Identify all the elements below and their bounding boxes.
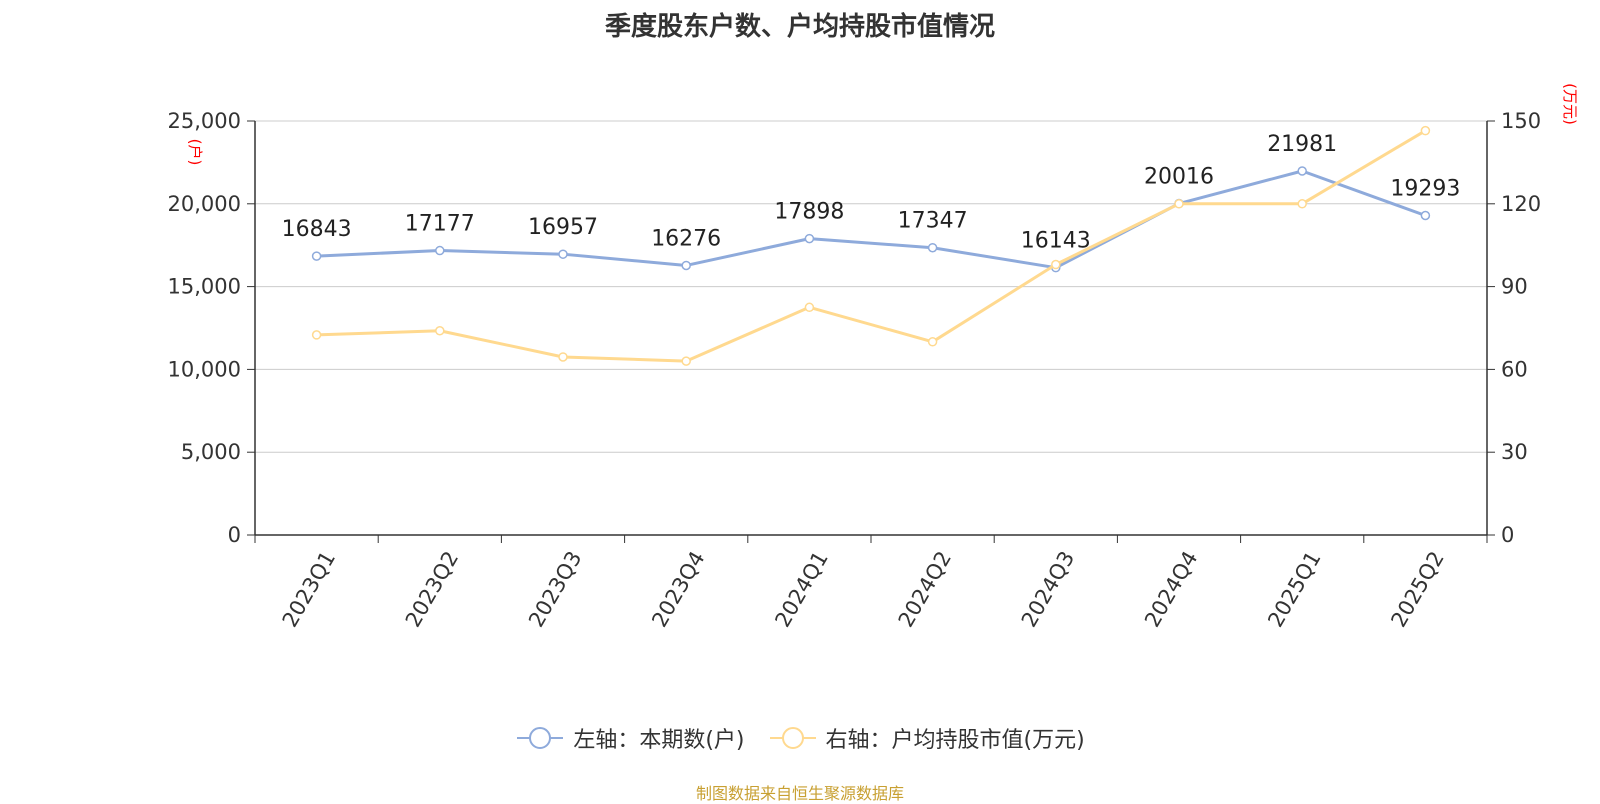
data-point [927, 242, 938, 253]
x-tick-label: 2025Q1 [1263, 547, 1325, 631]
data-label: 17347 [898, 209, 968, 234]
x-tick-label: 2024Q4 [1140, 547, 1202, 631]
axes: 0 0 5,000 30 10,000 60 15,000 90 20,000 120 25,000… [168, 109, 1542, 631]
legend-label: 右轴：户均持股市值(万元) [825, 728, 1085, 753]
left-axis-unit: (户) [186, 139, 204, 166]
data-point [927, 337, 938, 347]
data-point [1174, 199, 1184, 209]
legend-marker-icon [517, 727, 564, 749]
data-point [1051, 259, 1061, 270]
data-label: 16143 [1021, 229, 1091, 254]
x-tick-label: 2023Q4 [647, 547, 709, 631]
x-tick-label: 2023Q3 [524, 547, 586, 631]
left-tick-label: 10,000 [168, 357, 241, 381]
data-point [804, 233, 815, 244]
data-point [311, 251, 322, 261]
legend: 左轴：本期数(户) 右轴：户均持股市值(万元) [0, 722, 1600, 756]
right-tick-label: 30 [1501, 440, 1528, 464]
data-point [1297, 199, 1307, 209]
grid-lines [255, 120, 1487, 453]
x-tick-label: 2025Q2 [1386, 547, 1448, 631]
data-label: 20016 [1144, 165, 1214, 190]
right-tick-label: 150 [1501, 109, 1541, 133]
data-label: 19293 [1390, 177, 1460, 202]
data-point [435, 326, 445, 336]
data-point [1297, 166, 1307, 176]
x-tick-label: 2024Q3 [1017, 547, 1079, 631]
legend-item-households[interactable]: 左轴：本期数(户) [515, 722, 745, 754]
series-line-1 [316, 169, 1426, 270]
data-point [804, 302, 815, 313]
legend-label: 左轴：本期数(户) [573, 728, 745, 753]
left-tick-label: 0 [228, 523, 241, 547]
right-axis-unit: (万元) [1561, 83, 1579, 125]
x-tick-label: 2024Q1 [770, 547, 832, 631]
chart-title: 季度股东户数、户均持股市值情况 [604, 12, 995, 42]
left-tick-label: 15,000 [168, 275, 241, 299]
left-tick-label: 20,000 [168, 192, 241, 216]
right-tick-label: 90 [1501, 275, 1528, 299]
left-tick-label: 25,000 [168, 109, 241, 133]
legend-item-market-value[interactable]: 右轴：户均持股市值(万元) [768, 722, 1085, 754]
data-label: 16276 [651, 226, 721, 251]
x-tick-label: 2024Q2 [894, 547, 956, 631]
data-source: 制图数据来自恒生聚源数据库 [695, 784, 904, 803]
right-tick-label: 60 [1501, 357, 1528, 381]
data-point [558, 249, 568, 259]
data-point [1420, 125, 1431, 136]
right-tick-label: 0 [1501, 523, 1514, 547]
series-line-2 [316, 129, 1427, 363]
data-label: 21981 [1267, 132, 1337, 157]
data-label: 16957 [528, 215, 598, 240]
x-tick-label: 2023Q2 [401, 547, 463, 631]
x-tick-label: 2023Q1 [278, 547, 340, 631]
data-point [558, 352, 568, 362]
data-point [435, 245, 445, 256]
series-layer: 16843 17177 16957 16276 17898 17347 16143 20016… [282, 125, 1460, 366]
data-point [681, 260, 691, 271]
data-label: 17898 [774, 200, 844, 225]
data-point [681, 356, 691, 366]
data-label: 17177 [405, 212, 475, 237]
data-point [311, 330, 322, 340]
right-tick-label: 120 [1501, 192, 1541, 216]
data-label: 16843 [282, 217, 352, 242]
legend-marker-icon [769, 727, 816, 749]
left-tick-label: 5,000 [181, 440, 241, 464]
data-point [1420, 210, 1431, 221]
